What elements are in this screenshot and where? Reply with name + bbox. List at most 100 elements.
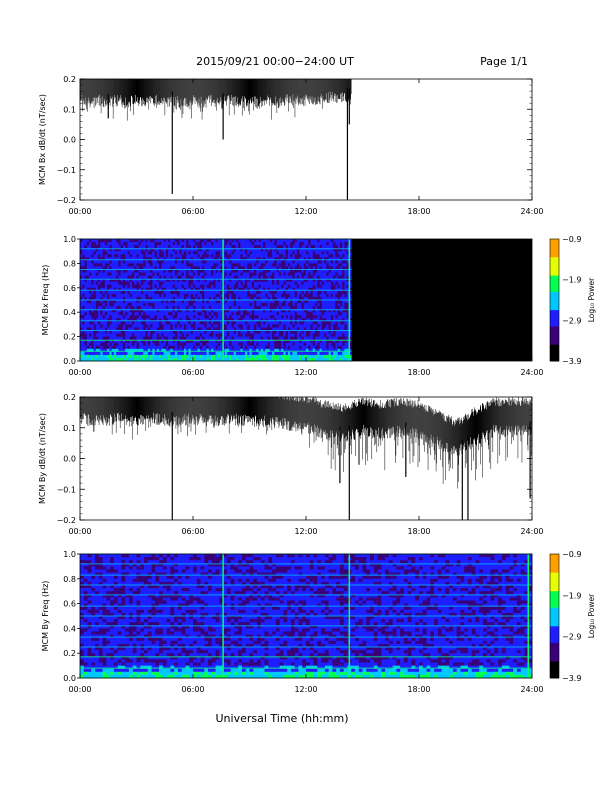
- bx-spec-cell: [93, 336, 97, 341]
- bx-spec-cell: [183, 269, 187, 273]
- bx-spec-cell: [326, 269, 329, 273]
- bx-spec-cell: [152, 315, 155, 319]
- bx-spec-cell: [125, 272, 128, 276]
- bx-spec-cell: [249, 345, 253, 350]
- bx-spec-cell: [107, 324, 110, 328]
- bx-spec-cell: [342, 251, 345, 255]
- bx-spec-cell: [91, 272, 94, 276]
- bx-spec-cell: [154, 336, 158, 341]
- bx-spec-cell: [276, 272, 280, 276]
- bx-spec-cell: [240, 269, 244, 273]
- bx-spec-cell: [143, 251, 146, 255]
- bx-spec-cell: [102, 296, 106, 301]
- bx-spec-cell: [107, 315, 110, 319]
- bx-spec-cell: [344, 300, 348, 304]
- bx-spec-cell: [299, 269, 302, 273]
- bx-spec-cell: [335, 309, 339, 313]
- bx-spec-cell: [113, 263, 117, 267]
- bx-spec-cell: [204, 296, 207, 301]
- bx-spec-cell: [154, 293, 158, 298]
- bx-spec-cell: [165, 318, 169, 322]
- bx-spec-cell: [195, 354, 198, 359]
- bx-spec-cell: [315, 309, 318, 313]
- bx-spec-cell: [324, 290, 327, 295]
- bx-spec-cell: [317, 242, 320, 246]
- bx-spec-cell: [206, 357, 210, 362]
- bx-spec-cell: [312, 260, 316, 264]
- bx-spec-cell: [269, 293, 273, 298]
- bx-spec-cell: [281, 351, 284, 356]
- bx-spec-cell: [197, 306, 201, 310]
- bx-spec-cell: [276, 312, 280, 316]
- bx-spec-cell: [276, 306, 280, 310]
- bx-spec-cell: [113, 342, 117, 347]
- bx-spec-cell: [118, 278, 122, 283]
- bx-spec-cell: [254, 303, 257, 307]
- bx-spec-cell: [258, 315, 262, 319]
- bx-spec-cell: [134, 318, 137, 322]
- bx-spec-cell: [308, 266, 311, 270]
- bx-spec-cell: [224, 312, 228, 316]
- bx-spec-cell: [258, 354, 262, 359]
- bx-spec-cell: [215, 269, 219, 273]
- bx-spec-cell: [122, 336, 126, 341]
- bx-spec-cell: [174, 354, 178, 359]
- bx-spec-cell: [165, 342, 169, 347]
- bx-spec-cell: [163, 315, 167, 319]
- bx-spec-cell: [281, 333, 284, 337]
- bx-spec-cell: [102, 303, 106, 307]
- bx-spec-cell: [113, 290, 117, 295]
- bx-spec-cell: [251, 348, 255, 353]
- bx-spec-cell: [301, 260, 305, 264]
- bx-spec-cell: [303, 336, 307, 341]
- bx-spec-cell: [165, 257, 169, 261]
- bx-spec-cell: [181, 351, 185, 356]
- bx-spec-cell: [254, 275, 257, 280]
- bx-spec-cell: [102, 333, 106, 337]
- bx-spec-cell: [294, 318, 298, 322]
- bx-spec-cell: [125, 333, 128, 337]
- bx-spec-cell: [93, 333, 97, 337]
- bx-spec-cell: [165, 263, 169, 267]
- bx-spec-cell: [159, 336, 162, 341]
- bx-spec-cell: [150, 348, 153, 353]
- bx-spec-cell: [159, 357, 162, 362]
- bx-spec-cell: [204, 342, 207, 347]
- bx-spec-cell: [294, 351, 298, 356]
- bx-spec-cell: [163, 239, 167, 243]
- bx-spec-cell: [84, 327, 88, 331]
- bx-spec-cell: [344, 254, 348, 258]
- bx-spec-cell: [116, 281, 119, 286]
- bx-spec-cell: [269, 321, 273, 325]
- bx-spec-cell: [152, 342, 155, 347]
- bx-spec-cell: [274, 324, 278, 328]
- bx-spec-cell: [113, 275, 117, 280]
- bx-spec-cell: [193, 306, 196, 310]
- bx-spec-cell: [150, 354, 153, 359]
- bx-spec-cell: [186, 239, 189, 243]
- bx-spec-cell: [111, 345, 115, 350]
- bx-spec-cell: [136, 357, 140, 362]
- bx-spec-cell: [301, 315, 305, 319]
- bx-spec-cell: [199, 306, 203, 310]
- bx-spec-cell: [292, 324, 296, 328]
- bx-spec-cell: [272, 281, 275, 286]
- bx-spec-cell: [95, 251, 99, 255]
- bx-spec-cell: [303, 333, 307, 337]
- bx-spec-cell: [315, 278, 318, 283]
- bx-spec-cell: [342, 296, 345, 301]
- bx-spec-cell: [242, 275, 246, 280]
- bx-spec-cell: [174, 278, 178, 283]
- bx-spec-cell: [348, 327, 352, 331]
- bx-spec-cell: [283, 303, 287, 307]
- bx-spec-cell: [251, 290, 255, 295]
- bx-spec-cell: [91, 245, 94, 249]
- bx-spec-cell: [165, 327, 169, 331]
- bx-spec-cell: [242, 309, 246, 313]
- bx-spec-cell: [344, 333, 348, 337]
- bx-spec-cell: [195, 269, 198, 273]
- bx-spec-cell: [129, 293, 133, 298]
- bx-spec-cell: [100, 248, 103, 252]
- bx-spec-cell: [224, 272, 228, 276]
- bx-spec-cell: [299, 245, 302, 249]
